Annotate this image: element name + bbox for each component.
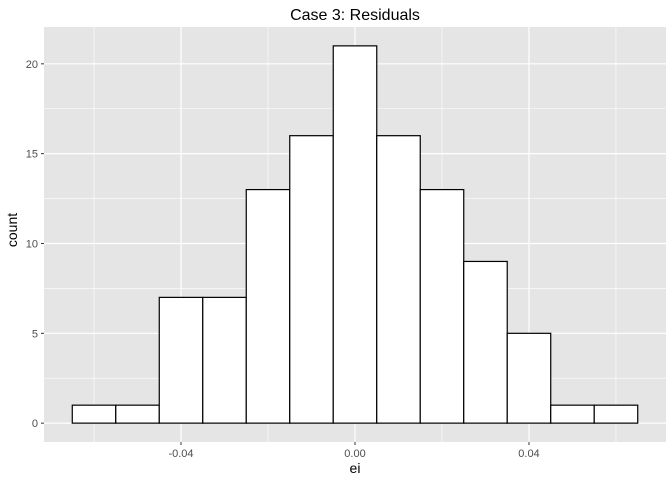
x-tick-label: 0.00 (344, 448, 365, 460)
y-tick-label: 20 (26, 59, 38, 71)
histogram-bar (245, 188, 291, 424)
histogram-bar (463, 260, 508, 424)
y-axis: 0 5 10 15 20 (26, 59, 44, 430)
histogram-bar (71, 404, 117, 424)
y-tick-label: 10 (26, 238, 38, 250)
histogram-bar (202, 296, 247, 424)
x-axis-title: ei (350, 460, 361, 476)
histogram-bar (158, 296, 204, 424)
histogram-bar (115, 404, 160, 424)
histogram-bar (506, 332, 552, 424)
histogram-bar (593, 404, 639, 424)
histogram-bar (376, 135, 421, 424)
y-axis-title: count (4, 213, 20, 247)
y-tick-label: 0 (32, 418, 38, 430)
x-tick-label: 0.04 (518, 448, 539, 460)
histogram-bar (332, 45, 378, 424)
x-axis: -0.04 0.00 0.04 (168, 442, 540, 460)
histogram-bar (550, 404, 595, 424)
histogram-bars (71, 45, 639, 424)
x-tick-label: -0.04 (168, 448, 193, 460)
chart-title: Case 3: Residuals (290, 7, 420, 24)
histogram-bar (419, 188, 465, 424)
y-tick-label: 5 (32, 328, 38, 340)
histogram-bar (289, 135, 334, 424)
y-tick-label: 15 (26, 149, 38, 161)
